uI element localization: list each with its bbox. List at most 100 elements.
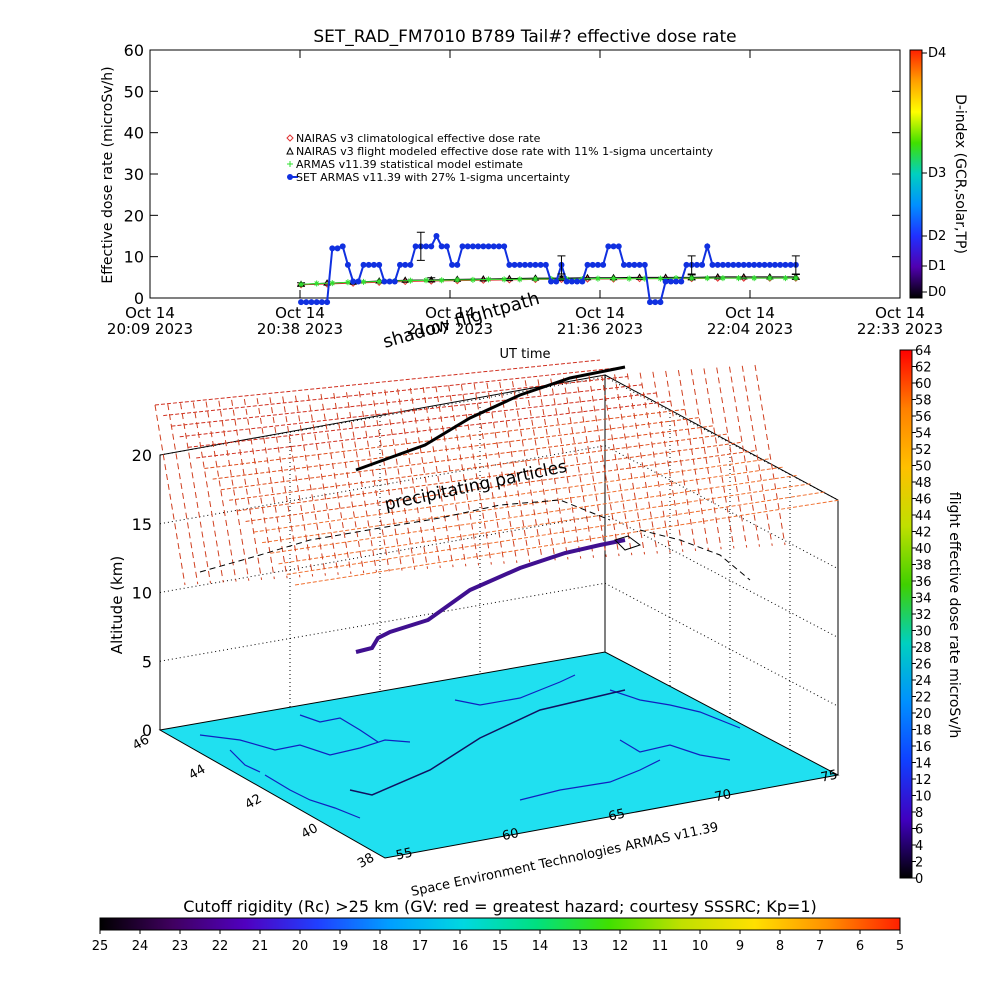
flight-track-end-marker (614, 535, 642, 551)
x-tick-label: Oct 14 (425, 304, 475, 322)
data-point (454, 261, 461, 268)
particle-curtain-column (563, 377, 595, 558)
data-point (454, 276, 461, 283)
data-point (751, 261, 758, 268)
coastline (454, 674, 576, 706)
data-point (594, 261, 601, 268)
data-point (652, 299, 659, 306)
data-point (766, 261, 773, 268)
legend-label: SET ARMAS v11.39 with 27% 1-sigma uncert… (296, 171, 570, 184)
dose-colorbar-tick-label: 46 (915, 493, 932, 508)
particle-curtain-column (320, 393, 352, 575)
data-point (657, 299, 664, 306)
data-point (635, 273, 644, 280)
particle-curtain-column (703, 368, 735, 549)
longitude-axis: 55 60 65 70 75 (395, 768, 839, 864)
particle-curtain-line (196, 400, 671, 459)
altitude-tick-label: 20 (132, 446, 152, 465)
data-point (605, 243, 612, 250)
data-point (766, 275, 773, 282)
data-point (787, 261, 794, 268)
data-point (386, 278, 393, 285)
particle-curtain-line (253, 458, 770, 533)
particle-curtain-line (187, 392, 657, 448)
particle-curtain-column (282, 396, 314, 577)
data-point (745, 261, 752, 268)
particle-curtain-column (716, 367, 748, 548)
data-point (782, 261, 789, 268)
x-tick-label: Oct 14 (575, 304, 625, 322)
data-point (678, 278, 685, 285)
data-point (553, 278, 560, 285)
dose-colorbar-tick-label: 62 (915, 361, 932, 376)
dose-colorbar-tick-label: 12 (915, 773, 932, 788)
y-tick-label: 60 (124, 41, 144, 60)
data-point (579, 278, 586, 285)
data-point (735, 261, 742, 268)
data-point (423, 243, 430, 250)
data-point (469, 276, 476, 283)
y-axis-label: Effective dose rate (microSv/h) (100, 66, 116, 283)
data-point (589, 261, 596, 268)
data-point (370, 261, 377, 268)
altitude-tick-label: 0 (142, 721, 152, 740)
particle-curtain-column (639, 372, 671, 553)
data-point (667, 278, 674, 285)
x-tick-label: 22:04 2023 (707, 320, 793, 338)
dose-colorbar-tick-label: 48 (915, 476, 932, 491)
data-point (506, 261, 513, 268)
legend-marker (286, 134, 294, 142)
x-tick-label: 21:36 2023 (557, 320, 643, 338)
data-point (761, 261, 768, 268)
particle-curtain-column (460, 384, 492, 565)
cutoff-rigidity-tick-label: 15 (492, 939, 509, 954)
cutoff-rigidity-tick-label: 21 (252, 939, 269, 954)
particle-curtain-column (614, 374, 646, 555)
cutoff-rigidity-tick-label: 6 (856, 939, 864, 954)
side-projection (199, 499, 611, 573)
data-point (464, 243, 471, 250)
data-point (407, 261, 414, 268)
dose-colorbar-tick-label: 24 (915, 674, 932, 689)
particle-curtain-column (231, 399, 263, 580)
particle-curtain-column (192, 402, 224, 583)
data-point (693, 261, 700, 268)
data-point (397, 261, 403, 268)
data-point (423, 277, 430, 284)
particle-curtain-column (167, 404, 199, 585)
cutoff-rigidity-tick-label: 17 (412, 939, 429, 954)
data-point (428, 243, 435, 250)
data-point (688, 275, 695, 282)
data-point (324, 299, 331, 306)
cutoff-rigidity-tick-label: 9 (736, 939, 744, 954)
cutoff-rigidity-tick-label: 22 (212, 939, 229, 954)
particle-curtain-column (205, 401, 237, 582)
data-point (704, 275, 711, 282)
particle-curtain-line (278, 483, 812, 565)
d-index-tick-label: D1 (928, 259, 946, 274)
cutoff-rigidity-tick-label: 19 (332, 939, 349, 954)
ground-track (349, 689, 626, 796)
cutoff-rigidity-tick-label: 5 (896, 939, 904, 954)
cutoff-rigidity-ticks: 25 24 23 22 21 20 19 18 17 16 15 14 13 12 11 10 9 8 7 6 5 (92, 930, 904, 954)
data-point (402, 261, 409, 268)
particle-curtain-column (575, 376, 607, 557)
particle-curtain-line (163, 367, 615, 417)
data-point (777, 261, 784, 268)
map-floor (158, 651, 840, 859)
particle-curtain-column (294, 395, 326, 576)
dose-colorbar-tick-label: 54 (915, 427, 932, 442)
annotation-precipitating-particles: precipitating particles (383, 457, 569, 515)
d-index-colorbar (909, 49, 923, 299)
latitude-tick-label: 44 (186, 762, 208, 783)
cutoff-rigidity-label: Cutoff rigidity (Rc) >25 km (GV: red = g… (183, 897, 817, 916)
dose-colorbar-tick-label: 0 (915, 872, 923, 887)
dose-colorbar-tick-label: 16 (915, 740, 932, 755)
series-layer (297, 231, 800, 306)
map-coastlines (199, 674, 741, 819)
data-point (657, 275, 664, 282)
grid-line (604, 514, 839, 638)
data-point (792, 275, 799, 282)
data-point (522, 261, 528, 268)
data-point (594, 275, 601, 282)
